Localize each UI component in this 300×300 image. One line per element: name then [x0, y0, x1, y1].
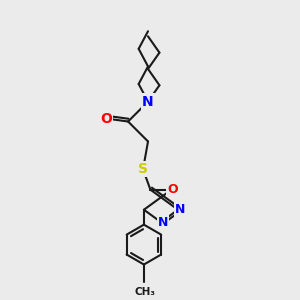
Text: S: S: [138, 162, 148, 176]
Text: CH₃: CH₃: [134, 287, 155, 297]
Text: O: O: [100, 112, 112, 125]
Text: O: O: [167, 183, 178, 196]
Text: N: N: [175, 203, 185, 216]
Text: N: N: [158, 216, 168, 229]
Text: N: N: [142, 94, 154, 109]
